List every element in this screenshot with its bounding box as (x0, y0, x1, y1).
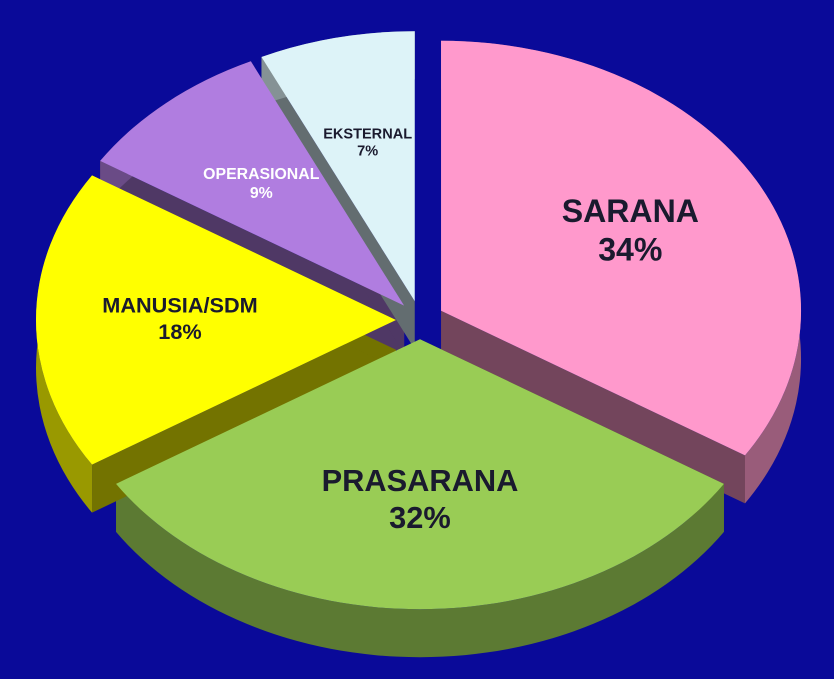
slice-wall (441, 310, 745, 504)
slice-tops (36, 31, 802, 610)
slice (441, 40, 802, 456)
slice-label: EKSTERNAL (323, 126, 412, 142)
slice-label: SARANA (562, 193, 699, 229)
slice-rim (116, 483, 724, 658)
slice (261, 31, 415, 302)
slice-label: MANUSIA/SDM (102, 293, 257, 318)
slice-value-label: 9% (250, 185, 273, 202)
slice (116, 339, 724, 610)
slice-value-label: 7% (357, 144, 378, 160)
slice (36, 175, 397, 465)
slice-value-label: 18% (158, 319, 201, 344)
slice-label: PRASARANA (322, 463, 519, 498)
slice-label: OPERASIONAL (203, 166, 320, 183)
slice-value-label: 32% (389, 500, 451, 535)
slice-value-label: 34% (598, 231, 662, 267)
slice (100, 61, 405, 306)
